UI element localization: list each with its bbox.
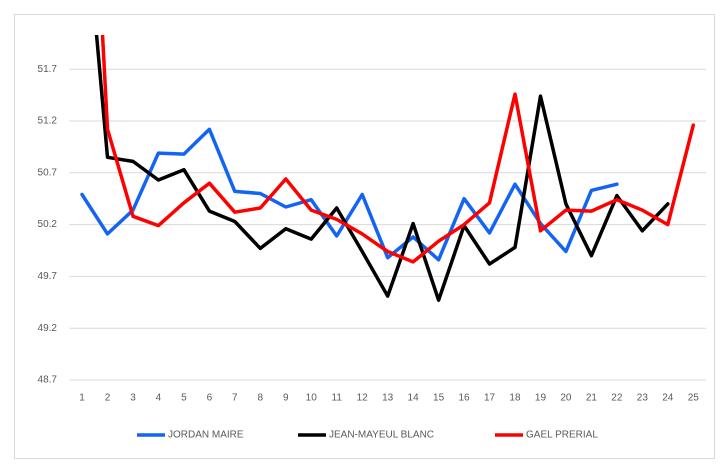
x-tick-label: 10 (306, 393, 318, 404)
y-tick-label: 51.2 (38, 116, 58, 127)
legend-label: GAEL PRERIAL (526, 430, 598, 441)
legend-label: JORDAN MAIRE (168, 430, 244, 441)
x-tick-label: 22 (611, 393, 623, 404)
x-tick-label: 24 (662, 393, 674, 404)
y-tick-label: 49.7 (38, 271, 58, 282)
x-tick-label: 16 (458, 393, 470, 404)
x-tick-label: 1 (79, 393, 85, 404)
x-tick-label: 19 (535, 393, 547, 404)
x-tick-label: 21 (586, 393, 598, 404)
x-tick-label: 13 (382, 393, 394, 404)
x-tick-label: 20 (560, 393, 572, 404)
x-tick-label: 25 (688, 393, 700, 404)
x-tick-label: 11 (332, 393, 343, 404)
x-tick-label: 3 (130, 393, 136, 404)
y-tick-label: 51.7 (38, 64, 58, 75)
series-line (100, 35, 696, 264)
x-tick-label: 6 (207, 393, 213, 404)
x-tick-label: 23 (637, 393, 649, 404)
y-tick-label: 49.2 (38, 323, 58, 334)
series-line (94, 35, 670, 302)
x-tick-label: 9 (283, 393, 289, 404)
x-tick-label: 14 (408, 393, 420, 404)
x-tick-label: 2 (105, 393, 111, 404)
legend-label: JEAN-MAYEUL BLANC (329, 430, 434, 441)
y-tick-label: 50.7 (38, 167, 58, 178)
x-tick-label: 12 (357, 393, 369, 404)
y-tick-label: 50.2 (38, 219, 58, 230)
x-tick-label: 7 (232, 393, 238, 404)
x-tick-label: 5 (181, 393, 187, 404)
x-tick-label: 8 (258, 393, 264, 404)
x-tick-label: 4 (156, 393, 162, 404)
x-tick-label: 15 (433, 393, 445, 404)
y-tick-label: 48.7 (38, 375, 58, 386)
series-line (80, 127, 619, 262)
x-tick-label: 17 (484, 393, 496, 404)
x-tick-label: 18 (509, 393, 521, 404)
